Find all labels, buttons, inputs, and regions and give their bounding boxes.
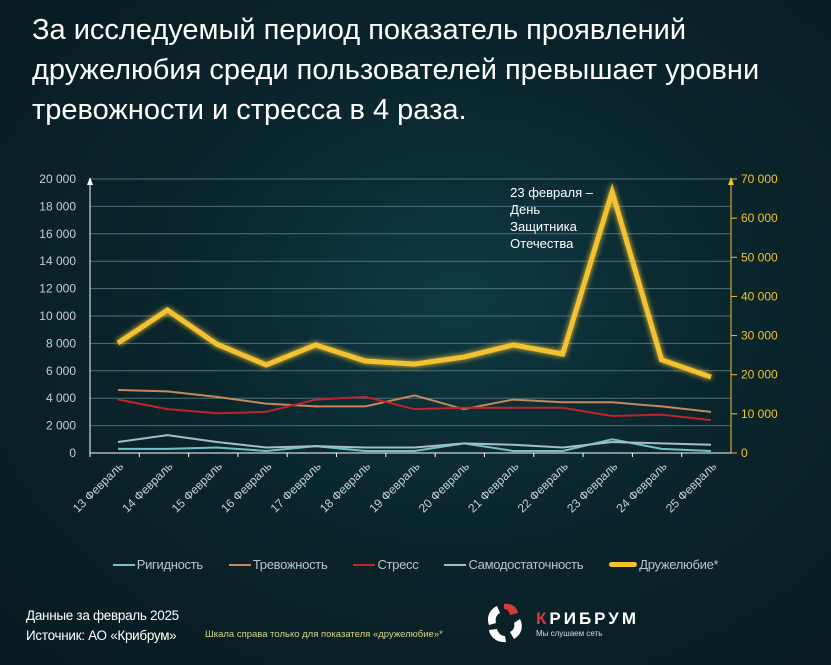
x-tick-label: 14 Февраль (119, 459, 175, 515)
brand-name: КРИБРУМ (536, 609, 639, 629)
series-line-Ригидность (118, 438, 712, 452)
x-tick-label: 21 Февраль (465, 459, 521, 515)
right-tick-label: 0 (741, 446, 748, 460)
right-tick-label: 40 000 (741, 289, 778, 303)
left-tick-label: 16 000 (39, 227, 76, 241)
x-tick-label: 17 Февраль (268, 459, 324, 515)
x-tick-label: 13 Февраль (70, 459, 126, 515)
right-tick-label: 70 000 (741, 172, 778, 186)
legend-item: Самодостаточность (444, 557, 584, 572)
legend-label: Тревожность (252, 557, 328, 572)
x-tick-label: 19 Февраль (366, 459, 422, 515)
x-tick-label: 24 Февраль (614, 459, 670, 515)
legend-swatch (444, 563, 467, 566)
left-tick-label: 2 000 (46, 419, 76, 433)
x-tick-label: 15 Февраль (169, 459, 225, 515)
left-axis-arrow-icon (87, 177, 93, 185)
series-line-Стресс (117, 395, 712, 422)
legend-label: Ригидность (136, 557, 203, 572)
scale-note: Шкала справа только для показателя «друж… (205, 629, 443, 640)
annotation-line: День (510, 202, 540, 217)
x-tick-label: 20 Февраль (416, 459, 472, 515)
legend-item: Ригидность (112, 557, 203, 572)
left-tick-label: 12 000 (39, 282, 76, 296)
annotation-line: 23 февраля – (510, 185, 594, 200)
brand-first-letter: К (536, 608, 550, 628)
legend-item: Тревожность (228, 557, 328, 572)
x-tick-label: 25 Февраль (663, 459, 719, 515)
left-tick-label: 4 000 (46, 391, 76, 405)
annotation-line: Отечества (510, 236, 574, 251)
series-line-Дружелюбие (116, 183, 712, 380)
left-tick-label: 8 000 (46, 336, 76, 350)
annotation-line: Защитника (510, 219, 577, 234)
brand-tagline: Мы слушаем сеть (536, 628, 603, 638)
right-tick-label: 50 000 (741, 250, 778, 264)
legend-swatch (609, 562, 638, 567)
footer-info: Данные за февраль 2025 Источник: АО «Кри… (26, 606, 179, 646)
source: Источник: АО «Крибрум» (26, 628, 177, 643)
legend-label: Стресс (377, 557, 419, 572)
logo-mark-icon (487, 603, 522, 643)
x-tick-label: 22 Февраль (515, 459, 571, 515)
data-period: Данные за февраль 2025 (26, 608, 179, 623)
right-axis-arrow-icon (728, 177, 734, 185)
legend-swatch (112, 563, 135, 566)
legend-label: Самодостаточность (468, 557, 584, 572)
series-line-Тревожность (117, 388, 712, 413)
line-chart: 0 2 000 4 000 6 000 8 000 10 000 12 000 14 000 1… (39, 172, 778, 515)
left-tick-label: 20 000 (39, 172, 76, 186)
page-title: За исследуемый период показатель проявле… (32, 14, 760, 126)
legend-swatch (353, 563, 376, 566)
x-tick-label: 16 Февраль (218, 459, 274, 515)
left-tick-label: 10 000 (39, 309, 76, 323)
legend-item: Стресс (353, 557, 419, 572)
right-tick-label: 60 000 (741, 211, 778, 225)
left-tick-label: 6 000 (46, 364, 76, 378)
left-tick-label: 18 000 (39, 199, 76, 213)
series-line-Самодостаточность (117, 434, 712, 449)
left-tick-label: 0 (69, 446, 76, 460)
legend-item: Дружелюбие* (609, 557, 719, 572)
kribrum-logo: КРИБРУМ Мы слушаем сеть (484, 601, 639, 645)
x-tick-label: 18 Февраль (317, 459, 373, 515)
brand-rest: РИБРУМ (549, 608, 640, 628)
right-tick-label: 30 000 (741, 329, 778, 343)
left-tick-label: 14 000 (39, 254, 76, 268)
legend-label: Дружелюбие* (639, 557, 719, 572)
x-tick-label: 23 Февраль (564, 459, 620, 515)
legend-swatch (228, 563, 251, 566)
right-tick-label: 20 000 (741, 368, 778, 382)
legend: Ригидность Тревожность Стресс Самодостаточн… (0, 557, 831, 572)
right-tick-label: 10 000 (741, 407, 778, 421)
